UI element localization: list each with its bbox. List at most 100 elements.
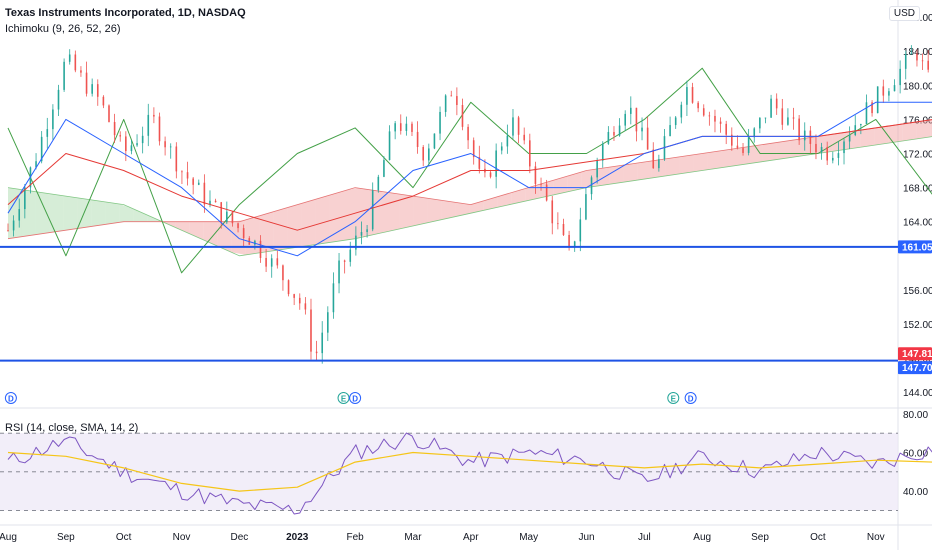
candle-body	[601, 143, 604, 161]
ichimoku-cloud-segment	[91, 199, 106, 227]
ichimoku-cloud-segment	[581, 169, 596, 189]
candle-body	[377, 176, 380, 191]
ichimoku-cloud-segment	[77, 197, 92, 229]
candle-body	[731, 134, 733, 146]
time-tick-label: Sep	[57, 532, 75, 543]
candle-body	[113, 121, 116, 136]
candle-body	[843, 141, 845, 154]
candle-body	[826, 146, 828, 161]
ichimoku-cloud-segment	[567, 172, 582, 192]
ichimoku-cloud-segment	[119, 204, 134, 223]
candle-body	[388, 131, 391, 161]
candle-body	[231, 211, 234, 224]
ichimoku-cloud-segment	[413, 196, 428, 226]
candle-body	[119, 135, 122, 137]
ichimoku-cloud-segment	[49, 193, 64, 233]
ichimoku-cloud-segment	[623, 163, 638, 183]
time-tick-label: Jun	[578, 532, 594, 543]
candle-body	[461, 105, 464, 127]
candle-body	[596, 160, 598, 178]
candle-body	[899, 68, 901, 86]
rsi-legend[interactable]: RSI (14, close, SMA, 14, 2)	[5, 422, 139, 434]
price-tick-label: 144.00	[903, 388, 932, 399]
ichimoku-cloud-segment	[441, 200, 456, 220]
candle-body	[837, 153, 840, 158]
price-tick-label: 164.00	[903, 218, 932, 229]
candle-body	[921, 60, 924, 62]
candle-body	[450, 95, 453, 97]
candle-body	[203, 182, 206, 205]
candle-body	[478, 157, 481, 169]
candle-body	[276, 258, 279, 266]
candle-body	[35, 161, 37, 168]
candle-body	[411, 123, 413, 132]
candle-body	[630, 107, 632, 114]
candle-body	[242, 228, 245, 239]
candle-body	[815, 143, 817, 153]
ichimoku-cloud-segment	[721, 148, 735, 168]
ichimoku-cloud-segment	[189, 221, 204, 241]
candle-body	[68, 54, 71, 62]
event-marker-label: D	[688, 395, 694, 404]
candle-body	[568, 234, 570, 248]
rsi-line	[7, 432, 932, 515]
candle-body	[467, 126, 469, 141]
ichimoku-legend[interactable]: Ichimoku (9, 26, 52, 26)	[5, 23, 121, 35]
candle-body	[764, 117, 767, 119]
ichimoku-cloud-segment	[860, 128, 875, 148]
time-tick-label: Apr	[463, 532, 479, 543]
ichimoku-cloud-segment	[63, 195, 78, 231]
candle-body	[338, 260, 340, 284]
candle-body	[270, 258, 273, 267]
currency-label[interactable]: USD	[888, 6, 920, 21]
price-tick-label: 184.00	[903, 47, 932, 58]
candle-body	[714, 115, 716, 122]
time-tick-label: Aug	[0, 532, 17, 543]
ichimoku-cloud-segment	[511, 188, 526, 205]
candle-body	[585, 194, 587, 220]
earnings-marker	[337, 392, 350, 404]
candle-body	[18, 209, 21, 221]
candle-body	[456, 96, 458, 106]
rsi-tick-label: 40.00	[903, 487, 928, 498]
candle-body	[444, 95, 447, 112]
candle-body	[854, 125, 857, 136]
candle-body	[102, 96, 105, 106]
candle-body	[832, 157, 834, 161]
candle-body	[214, 200, 217, 203]
ichimoku-cloud-segment	[203, 221, 218, 247]
ichimoku-cloud-segment	[385, 192, 400, 233]
candle-body	[893, 85, 896, 92]
candle-body	[551, 200, 554, 224]
candle-body	[725, 123, 727, 135]
candle-body	[635, 107, 638, 132]
candle-body	[343, 260, 346, 262]
candle-body	[416, 131, 419, 148]
ichimoku-cloud-segment	[776, 140, 791, 160]
candle-body	[181, 171, 183, 173]
candle-body	[175, 146, 178, 172]
ichimoku-cloud-segment	[35, 191, 50, 235]
candle-body	[147, 114, 150, 136]
candle-body	[759, 117, 761, 129]
candle-body	[428, 148, 430, 161]
candle-body	[259, 240, 262, 258]
candle-body	[697, 102, 699, 109]
candle-body	[96, 84, 99, 97]
candle-body	[186, 172, 189, 179]
candle-body	[399, 123, 402, 131]
candle-body	[7, 230, 9, 232]
ichimoku-cloud-segment	[762, 142, 777, 162]
candle-body	[506, 135, 509, 147]
candle-body	[197, 182, 200, 185]
candle-body	[658, 159, 660, 169]
event-marker-label: D	[8, 395, 14, 404]
conversion-line	[7, 101, 932, 257]
ichimoku-cloud-segment	[707, 150, 722, 170]
candle-body	[540, 183, 542, 185]
ichimoku-cloud-segment	[748, 144, 763, 164]
ichimoku-cloud-segment	[693, 152, 708, 172]
candle-body	[383, 160, 385, 177]
